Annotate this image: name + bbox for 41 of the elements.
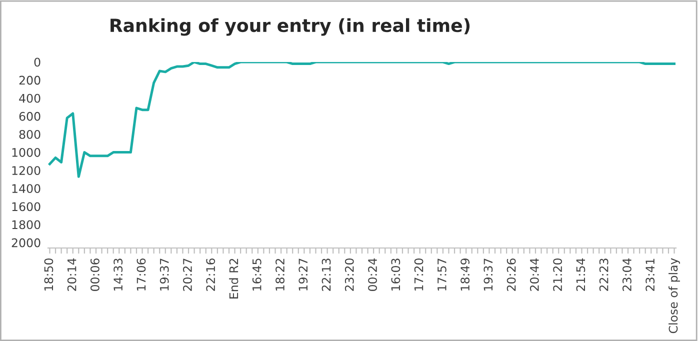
x-tick-label: 18:22 — [276, 258, 284, 290]
chart-title: Ranking of your entry (in real time) — [110, 18, 470, 36]
x-tick-label: 18:49 — [460, 258, 470, 290]
x-tick-label: 19:27 — [298, 258, 308, 290]
y-tick-label: 0 — [34, 58, 40, 67]
x-tick-label: 20:14 — [67, 258, 76, 291]
y-tick-label: 2000 — [12, 238, 40, 248]
x-tick-label: 23:04 — [622, 258, 632, 291]
x-tick-label: 21:54 — [576, 258, 586, 291]
x-tick-label: End R2 — [229, 258, 238, 298]
y-tick-label: 1000 — [12, 148, 40, 157]
x-tick-label: 17:20 — [414, 258, 424, 290]
x-tick-label: 16:45 — [252, 258, 262, 290]
y-tick-label: 1600 — [12, 202, 40, 212]
y-tick-label: 400 — [19, 94, 40, 103]
x-tick-label: 20:44 — [530, 258, 539, 291]
x-tick-label: 00:06 — [90, 258, 100, 291]
x-tick-label: 20:27 — [183, 258, 192, 291]
x-tick-label: 17:57 — [438, 258, 446, 290]
x-tick-label: 23:20 — [344, 258, 354, 291]
x-tick-label: 19:37 — [484, 258, 493, 290]
x-tick-label: 22:23 — [599, 258, 608, 291]
y-tick-label: 1800 — [12, 220, 40, 230]
y-tick-label: 600 — [19, 112, 40, 121]
x-tick-label: 14:33 — [114, 258, 123, 290]
x-tick-label: 19:37 — [160, 258, 169, 290]
x-tick-label: 22:16 — [206, 258, 216, 291]
x-tick-label: 22:13 — [322, 258, 331, 291]
y-tick-label: 1200 — [12, 166, 40, 176]
x-tick-label: 20:26 — [506, 258, 516, 291]
line-series — [48, 62, 676, 178]
x-tick-label: 16:03 — [391, 258, 400, 290]
x-tick-label: 17:06 — [136, 258, 146, 290]
y-tick-label: 1400 — [12, 184, 40, 194]
y-tick-label: 800 — [19, 130, 40, 139]
x-tick-label: 18:50 — [44, 258, 54, 290]
x-tick-label: 00:24 — [368, 258, 377, 291]
x-tick-label: 21:20 — [553, 258, 562, 291]
x-tick-label: Close of play — [668, 258, 680, 334]
y-tick-label: 200 — [19, 76, 40, 85]
x-tick-label: 23:41 — [646, 258, 655, 291]
